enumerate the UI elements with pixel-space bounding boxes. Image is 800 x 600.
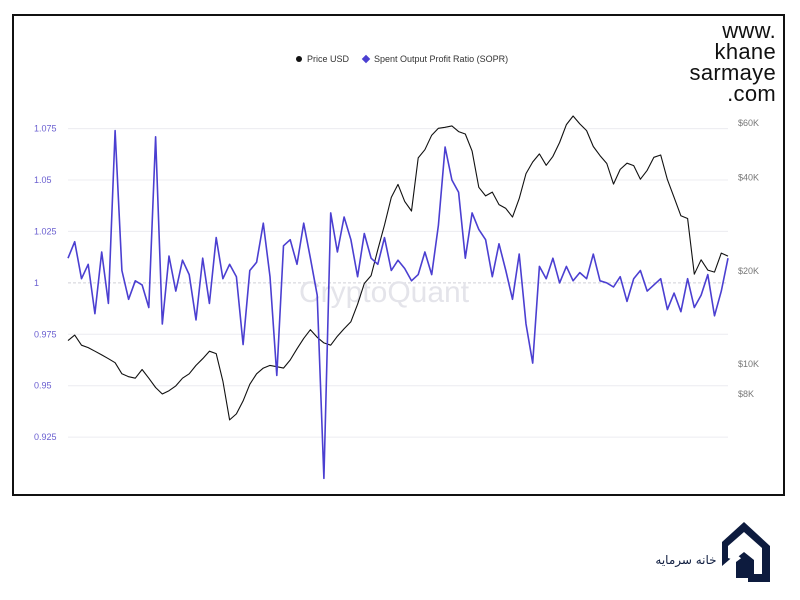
brand-url: www. khane sarmaye .com — [689, 18, 776, 106]
series-line-sopr — [67, 129, 729, 480]
brand-url-line: khane — [714, 39, 776, 64]
left-tick-label: 1.025 — [34, 226, 57, 236]
right-tick-label: $10K — [738, 359, 759, 369]
logo-text: خانه سرمایه — [655, 553, 716, 568]
series-line-price — [67, 115, 729, 421]
legend-label-sopr: Spent Output Profit Ratio (SOPR) — [374, 54, 509, 64]
legend-item-price[interactable]: Price USD — [296, 54, 349, 64]
left-tick-label: 0.975 — [34, 329, 57, 339]
left-tick-label: 0.95 — [34, 381, 52, 391]
watermark: CryptoQuant — [299, 276, 470, 309]
left-tick-label: 1.075 — [34, 124, 57, 134]
brand-logo: خانه سرمایه — [655, 522, 770, 582]
right-axis: $60K $40K $20K $10K $8K — [738, 118, 759, 399]
right-tick-label: $40K — [738, 173, 759, 183]
house-logo-icon — [722, 522, 770, 582]
chart-legend: Price USD Spent Output Profit Ratio (SOP… — [296, 54, 508, 64]
left-axis: 1.075 1.05 1.025 1 0.975 0.95 0.925 — [34, 124, 57, 443]
left-tick-label: 1.05 — [34, 175, 52, 185]
brand-url-line: www. — [722, 18, 776, 43]
chart-frame — [12, 14, 785, 496]
brand-url-line: sarmaye — [689, 60, 776, 85]
left-tick-label: 0.925 — [34, 432, 57, 442]
brand-url-line: .com — [727, 81, 776, 106]
right-tick-label: $60K — [738, 118, 759, 128]
left-tick-label: 1 — [34, 278, 39, 288]
legend-item-sopr[interactable]: Spent Output Profit Ratio (SOPR) — [361, 54, 509, 64]
grid-layer — [68, 128, 728, 438]
legend-label-price: Price USD — [307, 54, 350, 64]
series-layer — [67, 115, 729, 480]
right-tick-label: $20K — [738, 266, 759, 276]
legend-marker-price — [296, 56, 302, 62]
right-tick-label: $8K — [738, 389, 754, 399]
